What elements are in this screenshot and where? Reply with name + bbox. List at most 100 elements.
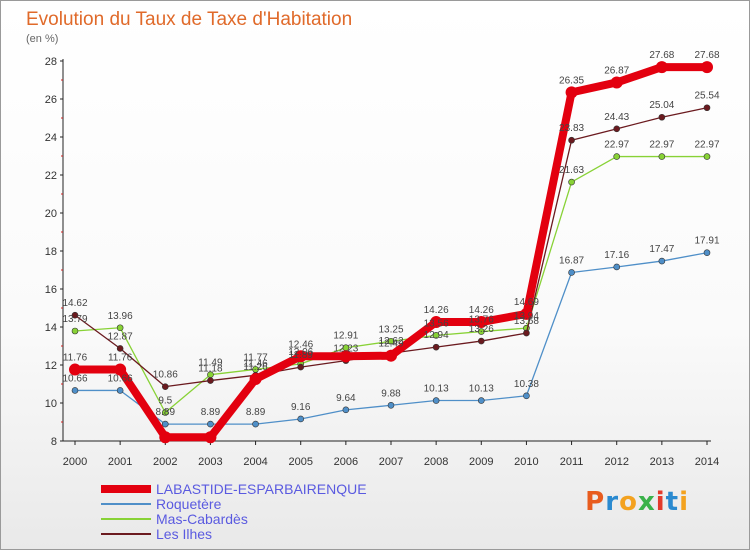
data-label: 22.97 bbox=[649, 140, 674, 151]
data-point bbox=[71, 311, 79, 319]
data-point bbox=[69, 363, 81, 376]
data-point bbox=[204, 431, 217, 444]
legend: LABASTIDE-ESPARBAIRENQUERoquetèreMas-Cab… bbox=[101, 481, 367, 542]
data-point bbox=[475, 316, 488, 329]
data-label: 10.66 bbox=[108, 373, 133, 384]
data-point bbox=[701, 61, 713, 74]
series-group: 11.76 11.76 11.26 12.46 12.49 14.26 14.26 14.69… bbox=[62, 50, 720, 444]
data-point bbox=[520, 307, 533, 320]
data-label: 8.89 bbox=[246, 407, 266, 418]
x-tick-label: 2013 bbox=[650, 456, 674, 468]
data-label: 13.96 bbox=[108, 311, 133, 322]
data-point bbox=[655, 61, 668, 74]
data-point bbox=[71, 387, 79, 394]
data-point bbox=[385, 349, 397, 362]
data-point bbox=[432, 332, 440, 339]
data-point bbox=[658, 153, 666, 160]
data-point bbox=[161, 420, 169, 428]
y-tick-label: 22 bbox=[45, 170, 57, 182]
data-label: 11.18 bbox=[198, 364, 223, 375]
data-label: 9.88 bbox=[381, 388, 401, 399]
x-tick-label: 2012 bbox=[604, 456, 628, 468]
data-label: 11.77 bbox=[243, 352, 268, 363]
data-label: 14.26 bbox=[424, 305, 449, 316]
data-point bbox=[116, 324, 124, 332]
x-tick-label: 2011 bbox=[560, 456, 584, 468]
legend-label: Roquetère bbox=[156, 496, 222, 512]
data-point bbox=[703, 153, 711, 160]
data-label: 13.79 bbox=[62, 314, 87, 325]
logo-letter: P bbox=[585, 487, 606, 517]
data-label: 9.5 bbox=[158, 396, 172, 407]
data-label: 23.83 bbox=[559, 123, 584, 134]
logo-letter: i bbox=[679, 487, 689, 517]
data-point bbox=[71, 327, 79, 335]
data-point bbox=[565, 86, 578, 99]
x-tick-label: 2004 bbox=[243, 456, 267, 468]
x-tick-label: 2002 bbox=[153, 456, 177, 468]
data-label: 10.86 bbox=[153, 370, 178, 381]
x-tick-label: 2008 bbox=[424, 456, 448, 468]
data-label: 12.91 bbox=[333, 331, 358, 342]
data-label: 10.38 bbox=[514, 379, 539, 390]
data-point bbox=[252, 420, 259, 428]
logo-letter: x bbox=[637, 487, 656, 517]
chart-subtitle: (en %) bbox=[26, 33, 58, 45]
data-label: 11.46 bbox=[243, 358, 268, 369]
y-tick-label: 18 bbox=[45, 246, 57, 258]
data-point bbox=[249, 373, 262, 386]
data-point bbox=[159, 431, 172, 444]
data-point bbox=[387, 337, 395, 345]
data-label: 17.16 bbox=[604, 250, 629, 261]
data-point bbox=[387, 401, 395, 409]
legend-label: LABASTIDE-ESPARBAIRENQUE bbox=[156, 481, 367, 497]
x-tick-label: 2003 bbox=[198, 456, 222, 468]
data-point bbox=[613, 263, 621, 271]
data-point bbox=[610, 76, 623, 89]
data-point bbox=[658, 257, 666, 265]
data-label: 10.13 bbox=[469, 384, 494, 395]
x-tick-label: 2001 bbox=[108, 456, 132, 468]
data-point bbox=[161, 409, 169, 416]
data-point bbox=[430, 316, 443, 329]
data-label: 12.94 bbox=[424, 330, 449, 341]
x-tick-label: 2005 bbox=[288, 456, 312, 468]
data-point bbox=[432, 343, 440, 351]
data-point bbox=[432, 397, 440, 404]
x-tick-label: 2014 bbox=[695, 456, 719, 468]
data-label: 10.66 bbox=[62, 373, 87, 384]
data-label: 24.43 bbox=[604, 112, 629, 123]
data-point bbox=[568, 178, 575, 186]
data-point bbox=[342, 406, 350, 414]
data-point bbox=[658, 113, 666, 121]
data-label: 17.47 bbox=[649, 244, 674, 255]
data-point bbox=[161, 383, 169, 390]
data-label: 25.54 bbox=[694, 91, 719, 102]
data-label: 9.64 bbox=[336, 393, 356, 404]
axes: 8 10 12 14 16 18 20 22 24 26 28 2000 2001 2002 2003 200… bbox=[45, 56, 719, 468]
data-label: 21.63 bbox=[559, 165, 584, 176]
y-tick-label: 8 bbox=[51, 436, 57, 448]
data-point bbox=[116, 387, 124, 394]
data-point bbox=[568, 269, 575, 276]
data-label: 11.26 bbox=[243, 362, 268, 373]
data-label: 8.89 bbox=[156, 407, 176, 418]
data-label: 26.35 bbox=[559, 75, 584, 86]
data-label: 22.97 bbox=[694, 140, 719, 151]
data-label: 13.26 bbox=[469, 324, 494, 335]
data-label: 13.56 bbox=[424, 318, 449, 329]
data-label: 13.76 bbox=[469, 315, 494, 326]
y-tick-label: 12 bbox=[45, 360, 57, 372]
data-label: 22.97 bbox=[604, 140, 629, 151]
data-label: 12.23 bbox=[333, 344, 358, 355]
data-label: 13.94 bbox=[514, 311, 539, 322]
data-label: 11.89 bbox=[289, 350, 314, 361]
x-tick-label: 2010 bbox=[514, 456, 538, 468]
data-label: 10.13 bbox=[424, 384, 449, 395]
x-tick-label: 2009 bbox=[469, 456, 493, 468]
data-label: 12.62 bbox=[378, 336, 403, 347]
data-point bbox=[207, 420, 214, 428]
y-tick-label: 16 bbox=[45, 284, 57, 296]
